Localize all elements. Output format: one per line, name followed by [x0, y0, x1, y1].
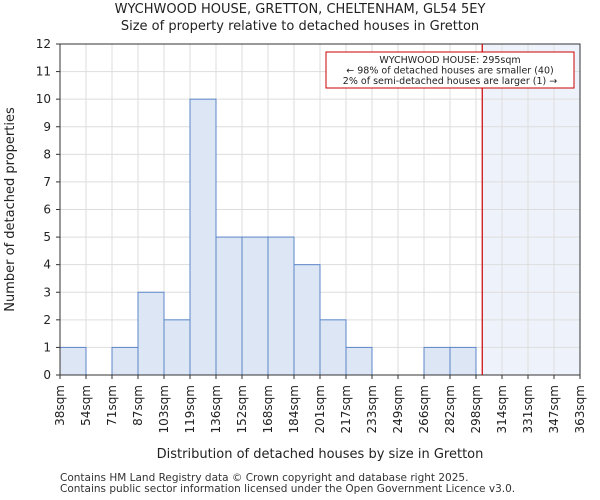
y-tick-label: 1: [43, 340, 51, 354]
y-tick-label: 3: [43, 285, 51, 299]
y-axis-title: Number of detached properties: [3, 107, 18, 312]
chart-title: WYCHWOOD HOUSE, GRETTON, CHELTENHAM, GL5…: [114, 2, 486, 17]
x-tick-label: 347sqm: [547, 385, 561, 433]
bar: [319, 319, 347, 376]
footer-line-2: Contains public sector information licen…: [60, 483, 516, 495]
x-tick-label: 87sqm: [131, 385, 145, 426]
x-tick-label: 136sqm: [209, 385, 223, 433]
x-tick-label: 217sqm: [339, 385, 353, 433]
x-axis-title: Distribution of detached houses by size …: [157, 447, 484, 462]
footer-line-1: Contains HM Land Registry data © Crown c…: [60, 472, 469, 484]
x-tick-label: 363sqm: [573, 385, 587, 433]
bar: [189, 98, 217, 376]
y-tick-label: 10: [36, 92, 51, 106]
x-tick-label: 282sqm: [443, 385, 457, 433]
x-tick-label: 71sqm: [105, 385, 119, 426]
annotation-line-3: 2% of semi-detached houses are larger (1…: [343, 76, 557, 87]
x-tick-label: 201sqm: [313, 385, 327, 433]
annotation-line-2: ← 98% of detached houses are smaller (40…: [346, 66, 553, 77]
y-tick-label: 0: [43, 368, 51, 382]
bar: [163, 319, 191, 376]
y-tick-label: 11: [36, 65, 51, 79]
bar: [215, 236, 243, 376]
x-tick-label: 184sqm: [287, 385, 301, 433]
bar: [423, 346, 451, 376]
x-tick-label: 168sqm: [261, 385, 275, 433]
y-tick-label: 2: [43, 313, 51, 327]
x-tick-label: 249sqm: [391, 385, 405, 433]
x-tick-label: 266sqm: [417, 385, 431, 433]
x-tick-label: 233sqm: [365, 385, 379, 433]
y-tick-label: 6: [43, 203, 51, 217]
bar: [241, 236, 269, 376]
bar: [267, 236, 295, 376]
bar: [345, 346, 373, 376]
x-tick-label: 298sqm: [469, 385, 483, 433]
y-tick-label: 7: [43, 175, 51, 189]
bar: [137, 291, 165, 376]
x-tick-label: 103sqm: [157, 385, 171, 433]
y-tick-label: 5: [43, 230, 51, 244]
bar: [449, 346, 477, 376]
annotation-border: [325, 51, 575, 89]
x-tick-label: 331sqm: [521, 385, 535, 433]
y-tick-label: 8: [43, 147, 51, 161]
x-tick-label: 152sqm: [235, 385, 249, 433]
y-tick-label: 12: [36, 37, 51, 51]
annotation-line-1: WYCHWOOD HOUSE: 295sqm: [379, 55, 520, 66]
chart-subtitle: Size of property relative to detached ho…: [120, 19, 480, 34]
y-tick-label: 9: [43, 120, 51, 134]
bar: [59, 346, 87, 376]
y-tick-label: 4: [43, 258, 51, 272]
x-axis: 38sqm 54sqm 71sqm 87sqm 103sqm 119sqm 136sqm 15…: [53, 375, 587, 433]
x-tick-label: 38sqm: [53, 385, 67, 426]
bars-group: [59, 98, 477, 376]
x-tick-label: 119sqm: [183, 385, 197, 433]
x-tick-label: 314sqm: [495, 385, 509, 433]
x-tick-label: 54sqm: [79, 385, 93, 426]
bar: [111, 346, 139, 376]
bar: [293, 264, 321, 376]
annotation-box: WYCHWOOD HOUSE: 295sqm ← 98% of detached…: [325, 51, 575, 89]
